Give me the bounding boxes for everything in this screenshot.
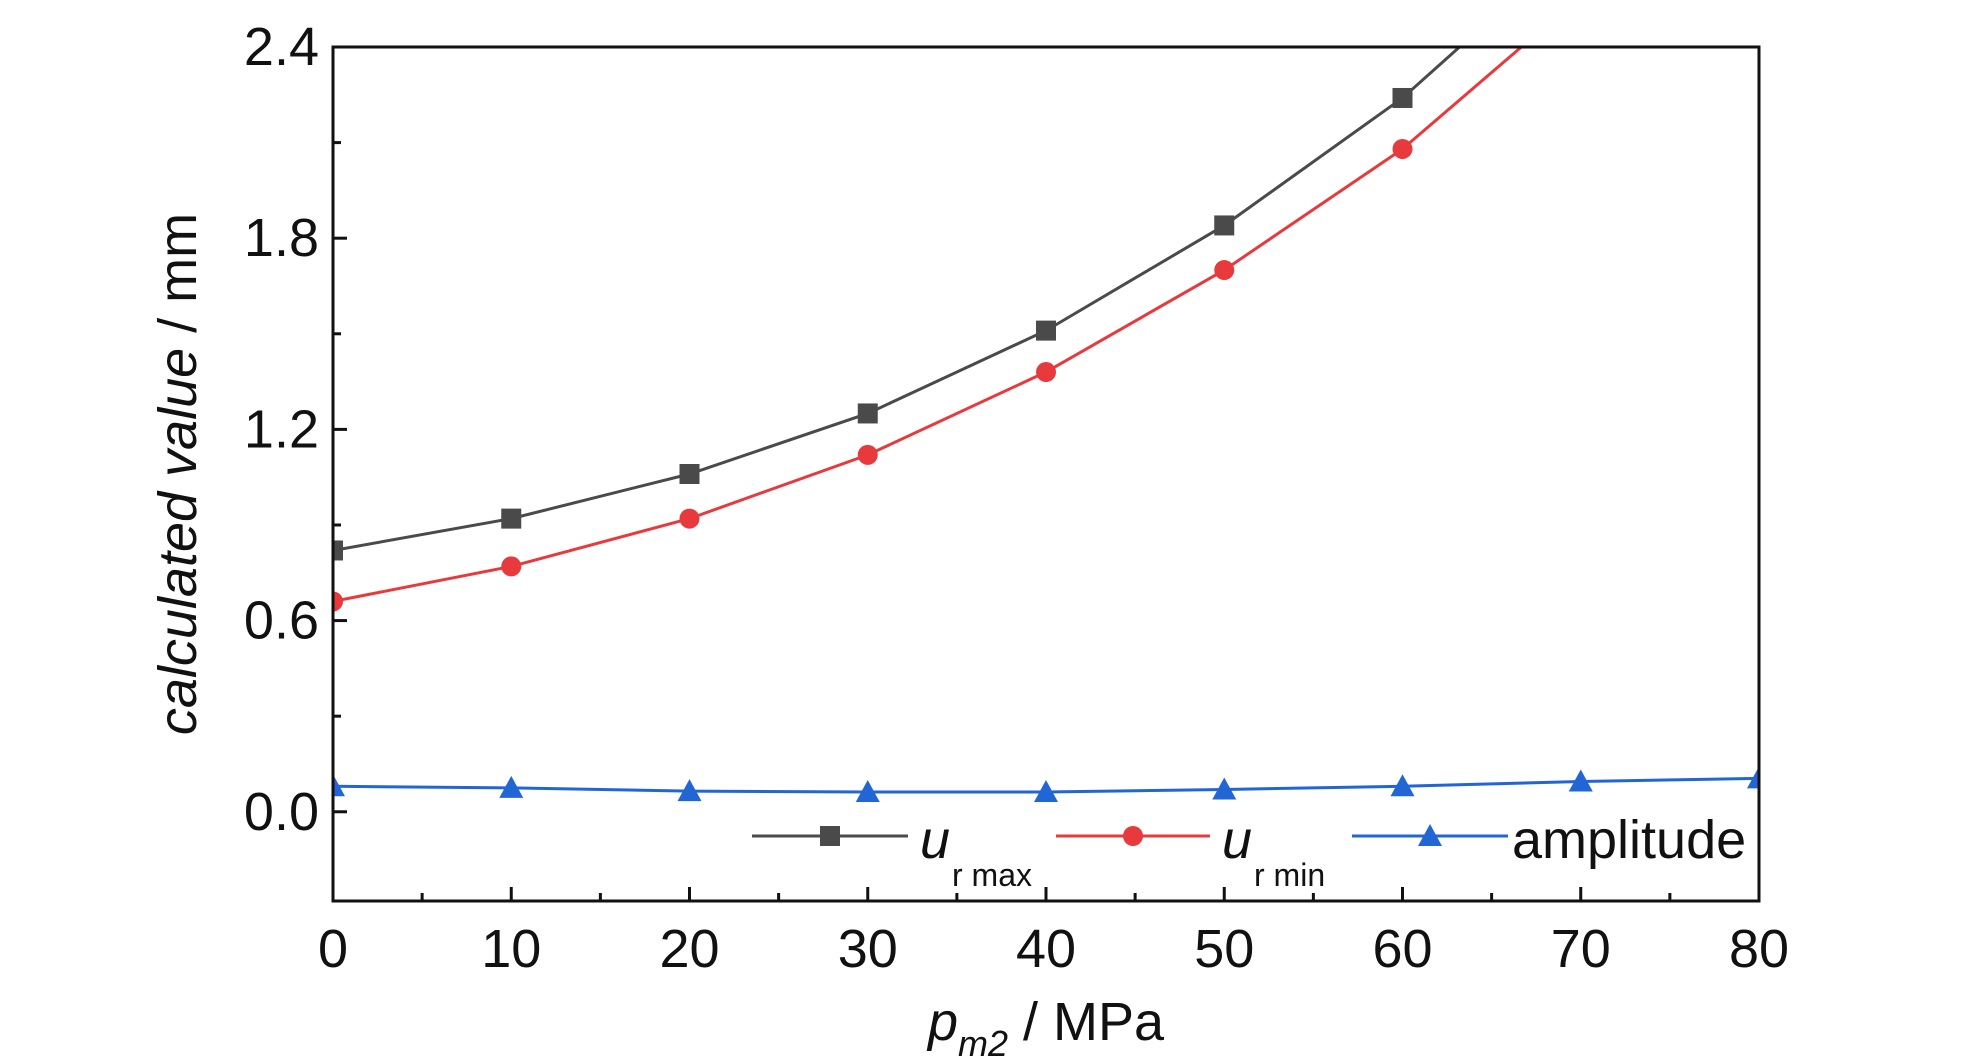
- data-point-2-3: [855, 780, 880, 803]
- legend-marker-1: [1123, 826, 1143, 846]
- legend-sublabel-1: r min: [1254, 857, 1325, 893]
- x-axis-label-main: p: [926, 992, 958, 1052]
- x-tick-label: 30: [838, 919, 898, 979]
- data-point-1-6: [1392, 138, 1413, 159]
- data-point-2-5: [1212, 777, 1237, 800]
- y-axis-label: calculated value / mm: [148, 213, 208, 735]
- y-axis-label-italic: value: [148, 348, 208, 477]
- legend-item-2: amplitude: [1352, 810, 1746, 870]
- x-tick-label: 60: [1372, 919, 1432, 979]
- data-point-1-1: [501, 556, 522, 577]
- data-point-1-7: [1571, 0, 1591, 6]
- data-point-0-2: [679, 464, 700, 484]
- data-point-2-2: [677, 779, 702, 802]
- y-tick-label: 0.0: [244, 782, 319, 842]
- series-line-1: [333, 47, 1524, 603]
- x-axis-label-unit: / MPa: [1008, 992, 1165, 1052]
- axes: 0 10 20 30 40 50 60 70 80 0.0 0.6 1.2 1.8 2.4: [244, 17, 1789, 979]
- legend-item-1: u r min: [1056, 810, 1325, 893]
- legend-marker-0: [820, 826, 840, 846]
- data-point-0-4: [1036, 320, 1056, 341]
- legend-label-0: u: [920, 810, 950, 870]
- plot-area: [333, 0, 1759, 803]
- data-point-1-5: [1214, 260, 1235, 281]
- x-tick-label: 10: [481, 919, 541, 979]
- legend-marker-2: [1418, 824, 1442, 846]
- x-axis-label: pm2 / MPa: [926, 992, 1165, 1062]
- data-point-2-0: [333, 774, 345, 797]
- legend-label-2: amplitude: [1512, 810, 1746, 870]
- legend-label-1: u: [1222, 810, 1252, 870]
- data-point-1-2: [679, 508, 700, 529]
- legend: u r max u r min amplitude: [752, 810, 1746, 893]
- data-point-2-4: [1034, 780, 1058, 803]
- data-point-2-6: [1390, 774, 1415, 797]
- y-axis-label-pre: calculated: [148, 477, 208, 735]
- data-point-1-3: [857, 444, 878, 465]
- x-tick-label: 40: [1016, 919, 1076, 979]
- x-tick-label: 20: [659, 919, 719, 979]
- data-point-0-5: [1214, 215, 1235, 236]
- y-tick-label: 2.4: [244, 17, 319, 77]
- data-point-2-8: [1747, 766, 1759, 789]
- y-tick-label: 0.6: [244, 591, 319, 651]
- y-tick-label: 1.8: [244, 208, 319, 268]
- legend-sublabel-0: r max: [952, 857, 1032, 893]
- y-tick-label: 1.2: [244, 399, 319, 459]
- data-point-1-0: [333, 591, 343, 612]
- x-tick-label: 50: [1194, 919, 1254, 979]
- x-tick-label: 80: [1729, 919, 1789, 979]
- data-point-2-1: [499, 775, 524, 798]
- x-axis-label-sub: m2: [958, 1023, 1008, 1062]
- x-tick-label: 0: [318, 919, 348, 979]
- data-point-0-6: [1392, 87, 1413, 108]
- x-tick-label: 70: [1551, 919, 1611, 979]
- legend-item-0: u r max: [752, 810, 1032, 893]
- data-point-2-7: [1568, 769, 1593, 792]
- plot-frame: [331, 45, 1761, 903]
- data-point-0-1: [501, 508, 522, 529]
- data-point-0-0: [333, 540, 343, 561]
- data-point-1-4: [1036, 362, 1056, 383]
- data-point-0-3: [857, 403, 878, 424]
- y-axis-label-unit: / mm: [148, 213, 208, 348]
- series-line-0: [333, 47, 1462, 552]
